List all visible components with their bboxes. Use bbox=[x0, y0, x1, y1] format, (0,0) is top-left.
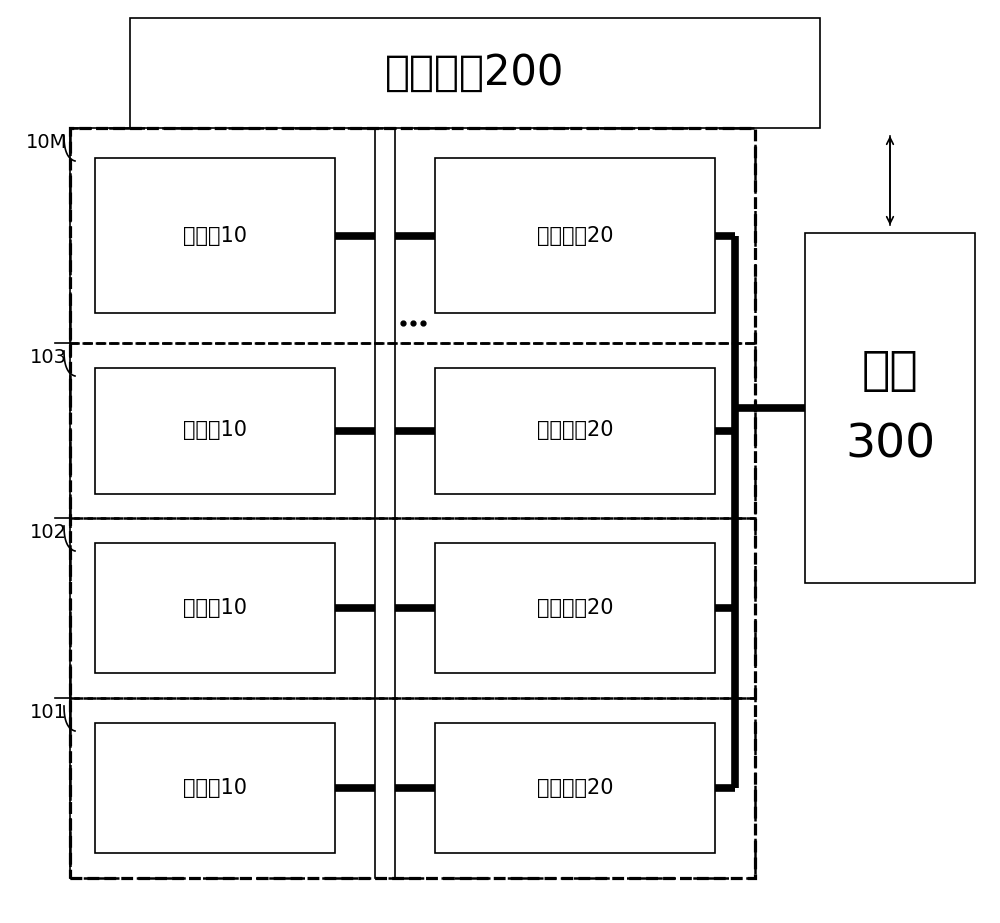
Text: 103: 103 bbox=[30, 348, 67, 367]
Text: 电池组10: 电池组10 bbox=[183, 225, 247, 246]
Bar bbox=[70, 128, 755, 878]
Bar bbox=[805, 233, 975, 583]
Bar bbox=[95, 367, 335, 494]
Bar bbox=[435, 724, 715, 853]
Text: 双向变流20: 双向变流20 bbox=[537, 421, 613, 440]
Bar bbox=[70, 518, 755, 698]
Text: 电池组10: 电池组10 bbox=[183, 598, 247, 618]
Bar bbox=[130, 18, 820, 128]
Text: 电池组10: 电池组10 bbox=[183, 421, 247, 440]
Text: 10M: 10M bbox=[26, 133, 67, 152]
Text: 双向变流20: 双向变流20 bbox=[537, 225, 613, 246]
Text: 101: 101 bbox=[30, 703, 67, 722]
Bar bbox=[70, 128, 755, 343]
Text: 双向变流20: 双向变流20 bbox=[537, 598, 613, 618]
Bar bbox=[70, 698, 755, 878]
Bar bbox=[95, 724, 335, 853]
Text: 双向变流20: 双向变流20 bbox=[537, 778, 613, 798]
Text: 电网
300: 电网 300 bbox=[845, 349, 935, 467]
Bar bbox=[435, 158, 715, 313]
Bar bbox=[435, 544, 715, 673]
Bar bbox=[70, 343, 755, 518]
Text: 监控模块200: 监控模块200 bbox=[385, 52, 565, 94]
Text: 102: 102 bbox=[30, 523, 67, 542]
Bar bbox=[95, 158, 335, 313]
Bar bbox=[435, 367, 715, 494]
Text: 电池组10: 电池组10 bbox=[183, 778, 247, 798]
Bar bbox=[95, 544, 335, 673]
